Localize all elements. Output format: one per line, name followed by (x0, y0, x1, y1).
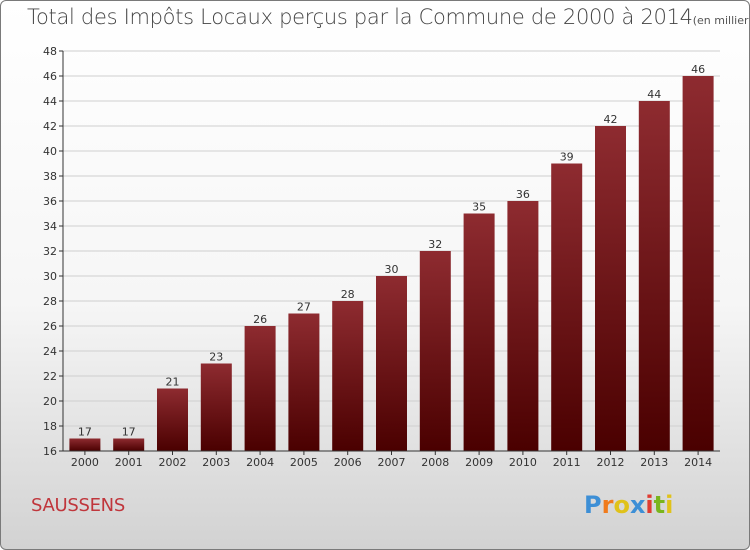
y-tick-label: 18 (43, 420, 57, 433)
bar (200, 363, 232, 451)
axes (59, 50, 720, 455)
x-tick-label: 2008 (421, 456, 449, 469)
data-label: 32 (428, 238, 442, 251)
proxiti-logo: Proxiti (584, 491, 673, 519)
data-label: 42 (604, 113, 618, 126)
data-label: 36 (516, 188, 530, 201)
data-label: 23 (209, 351, 223, 364)
y-tick-label: 46 (43, 70, 57, 83)
x-tick-label: 2004 (246, 456, 274, 469)
bar (419, 251, 451, 451)
bar (113, 438, 145, 451)
x-tick-label: 2000 (71, 456, 99, 469)
data-label: 17 (78, 426, 92, 439)
x-tick-label: 2014 (684, 456, 712, 469)
data-label: 35 (472, 201, 486, 214)
bar (376, 276, 407, 451)
y-tick-label: 40 (43, 145, 57, 158)
x-tick-label: 2011 (553, 456, 581, 469)
x-tick-label: 2003 (202, 456, 230, 469)
bar (244, 326, 276, 451)
bar (551, 163, 583, 451)
bar (507, 201, 539, 451)
y-tick-label: 22 (43, 370, 57, 383)
data-label: 21 (166, 376, 180, 389)
bar (595, 126, 626, 451)
chart-title: Total des Impôts Locaux perçus par la Co… (27, 5, 749, 29)
x-tick-label: 2012 (597, 456, 625, 469)
logo-letter: t (653, 491, 666, 519)
labels: 16 18 20 22 24 26 28 30 32 34 36 38 40 42 44 46 48 17 2000… (43, 45, 712, 469)
y-tick-label: 36 (43, 195, 57, 208)
data-label: 28 (341, 288, 355, 301)
unit-note: (en milliers d'€) (692, 14, 749, 27)
y-tick-label: 20 (43, 395, 57, 408)
bar (288, 313, 320, 451)
x-tick-label: 2002 (159, 456, 187, 469)
chart-title-text: Total des Impôts Locaux perçus par la Co… (27, 5, 693, 29)
y-tick-label: 28 (43, 295, 57, 308)
commune-name: SAUSSENS (31, 495, 125, 516)
bar (682, 76, 714, 451)
y-tick-label: 42 (43, 120, 57, 133)
bar (157, 388, 188, 451)
data-label: 17 (122, 426, 136, 439)
data-label: 26 (253, 313, 267, 326)
data-label: 27 (297, 301, 311, 314)
y-tick-label: 30 (43, 270, 57, 283)
x-tick-label: 2007 (378, 456, 406, 469)
bar (638, 101, 670, 451)
bar (463, 213, 495, 451)
x-tick-label: 2013 (640, 456, 668, 469)
bar (69, 438, 101, 451)
y-tick-label: 26 (43, 320, 57, 333)
y-tick-label: 24 (43, 345, 57, 358)
logo-letter: x (629, 491, 646, 519)
x-tick-label: 2009 (465, 456, 493, 469)
x-tick-label: 2005 (290, 456, 318, 469)
y-tick-label: 44 (43, 95, 57, 108)
data-label: 39 (560, 151, 574, 164)
data-label: 44 (647, 88, 661, 101)
y-tick-label: 34 (43, 220, 57, 233)
data-label: 46 (691, 63, 705, 76)
y-tick-label: 16 (43, 445, 57, 458)
x-tick-label: 2010 (509, 456, 537, 469)
x-tick-label: 2006 (334, 456, 362, 469)
y-tick-label: 48 (43, 45, 57, 58)
logo-letter: r (601, 491, 614, 519)
x-tick-label: 2001 (115, 456, 143, 469)
logo-letter: i (665, 491, 674, 519)
data-label: 30 (385, 263, 399, 276)
bar (332, 301, 364, 451)
logo-letter: i (645, 491, 654, 519)
logo-letter: o (613, 491, 630, 519)
y-tick-label: 32 (43, 245, 57, 258)
bars (69, 76, 714, 451)
y-tick-label: 38 (43, 170, 57, 183)
logo-letter: P (584, 491, 602, 519)
